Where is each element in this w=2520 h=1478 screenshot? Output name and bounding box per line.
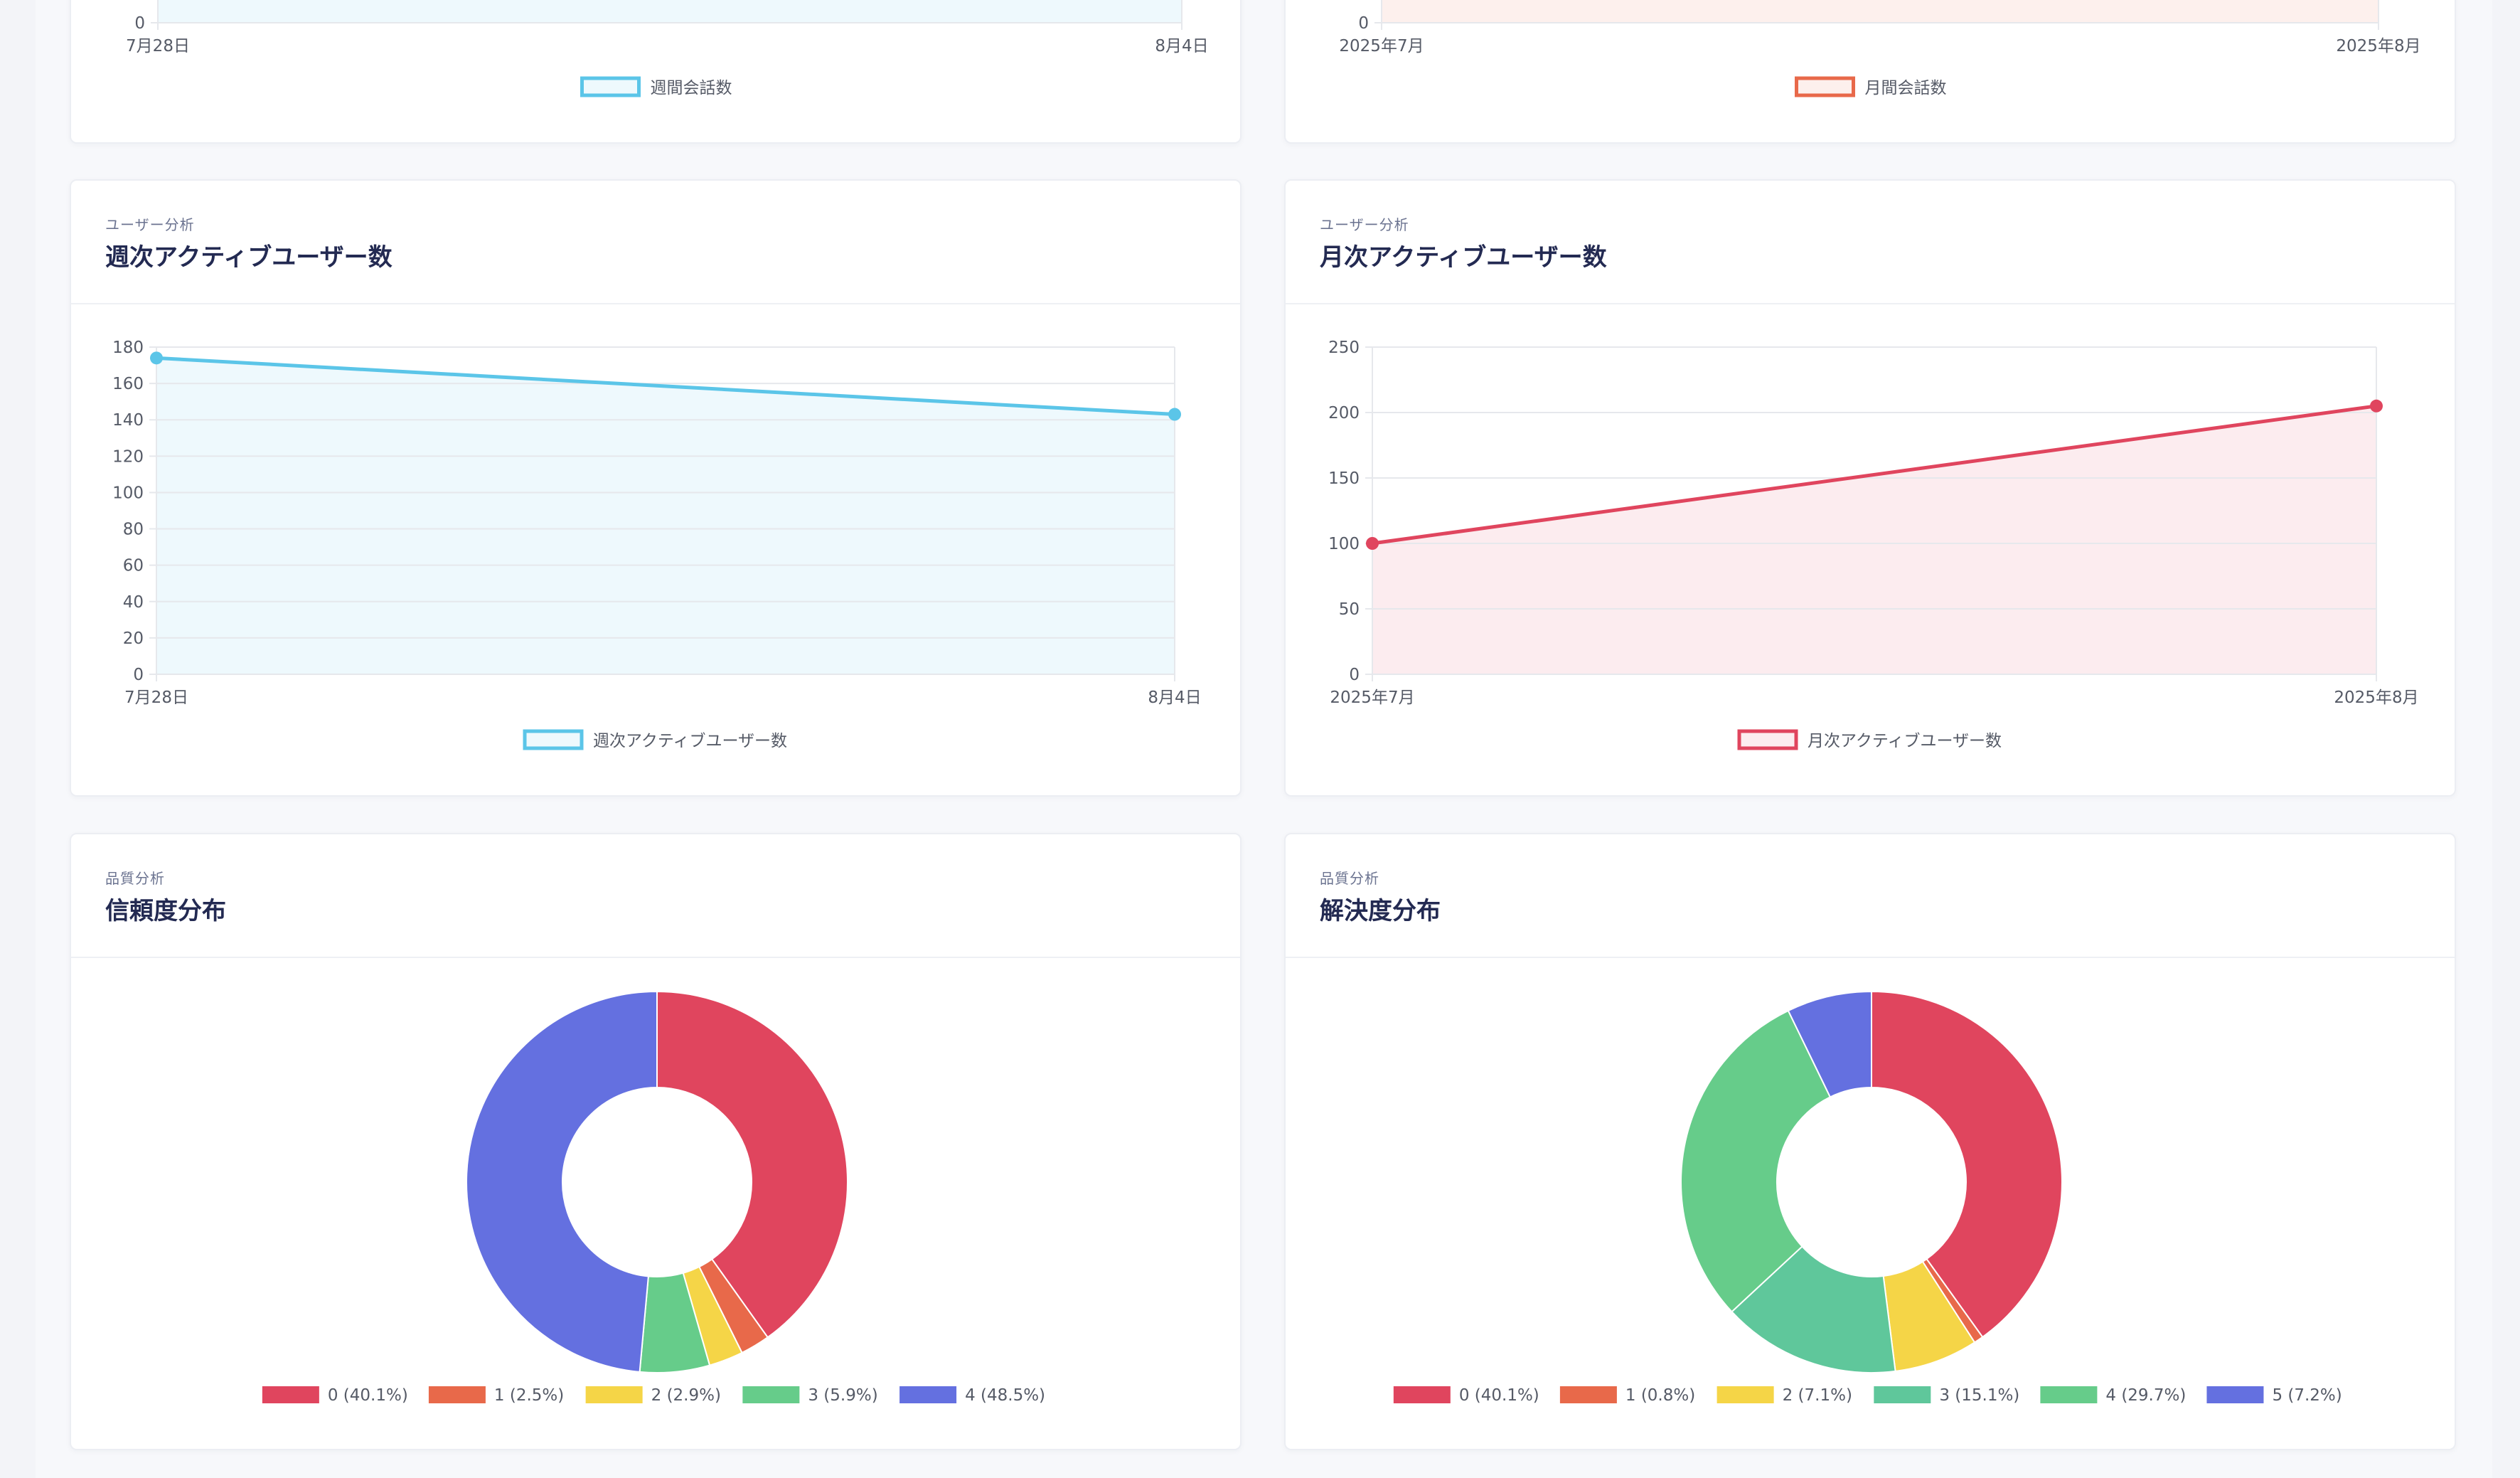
pie-slice <box>1731 1245 1896 1373</box>
legend-swatch <box>1559 1386 1617 1403</box>
legend-label: 週次アクティブユーザー数 <box>593 732 787 750</box>
y-tick-label: 40 <box>123 593 144 612</box>
series-area <box>156 358 1175 674</box>
y-tick-label: 140 <box>112 411 144 430</box>
legend-swatch <box>428 1386 486 1403</box>
legend-label: 1 (0.8%) <box>1625 1386 1695 1405</box>
legend-swatch <box>585 1386 643 1403</box>
resolution-distribution-chart: 0 (40.1%) 1 (0.8%) 2 (7.1%) 3 (15.1%) 4 (29.… <box>1393 990 2342 1405</box>
series-line <box>1372 404 2377 546</box>
y-tick-label: 180 <box>112 339 144 357</box>
y-tick-label: 50 <box>1339 600 1360 619</box>
card-title: 信頼度分布 <box>105 897 226 925</box>
y-tick-label: 20 <box>123 629 144 648</box>
legend-swatch <box>1795 76 1855 97</box>
confidence-distribution-card: 品質分析 信頼度分布 0 (40.1%) 1 (2.5%) 2 (2.9%) 3 (5… <box>70 833 1242 1450</box>
legend-label: 月間会話数 <box>1865 79 1947 97</box>
card-header: 品質分析 信頼度分布 <box>71 834 1240 958</box>
x-tick-label: 2025年7月 <box>1339 37 1424 55</box>
series-area <box>1382 0 2378 23</box>
data-point <box>150 351 163 365</box>
y-tick-label: 100 <box>1328 535 1360 553</box>
pie-slice <box>466 990 658 1373</box>
card-title: 月次アクティブユーザー数 <box>1320 243 1607 272</box>
legend-swatch <box>1737 729 1798 750</box>
legend-label: 0 (40.1%) <box>1459 1386 1539 1405</box>
card-header: 品質分析 解決度分布 <box>1286 834 2455 958</box>
confidence-distribution-chart: 0 (40.1%) 1 (2.5%) 2 (2.9%) 3 (5.9%) 4 (48.5… <box>262 990 1045 1405</box>
monthly-active-users-card: ユーザー分析 月次アクティブユーザー数 0 50 100 150 200 250 2025年… <box>1284 179 2456 797</box>
x-tick-label: 2025年8月 <box>2334 689 2418 707</box>
legend-swatch <box>899 1386 957 1403</box>
y-tick-label: 200 <box>1328 404 1360 422</box>
card-header: ユーザー分析 月次アクティブユーザー数 <box>1286 181 2455 304</box>
legend-label: 2 (7.1%) <box>1783 1386 1852 1405</box>
y-tick-label: 100 <box>112 484 144 502</box>
weekly-active-users-chart: 0 20 40 60 80 100 120 140 160 180 7月28日 8月4日週次アクティブ… <box>112 339 1202 750</box>
y-tick-label: 0 <box>1358 14 1369 33</box>
legend-label: 2 (2.9%) <box>651 1386 721 1405</box>
card-subtitle: ユーザー分析 <box>105 216 195 233</box>
y-tick-label: 80 <box>123 521 144 539</box>
x-tick-label: 7月28日 <box>124 689 188 707</box>
pie-slice <box>1680 1009 1832 1313</box>
legend-label: 5 (7.2%) <box>2272 1386 2342 1405</box>
y-tick-label: 120 <box>112 447 144 466</box>
legend-label: 4 (48.5%) <box>965 1386 1045 1405</box>
series-area <box>158 0 1182 23</box>
legend-label: 4 (29.7%) <box>2105 1386 2186 1405</box>
legend-label: 3 (5.9%) <box>808 1386 877 1405</box>
y-tick-label: 250 <box>1328 339 1360 357</box>
series-area <box>1372 405 2376 674</box>
weekly-conversations-card: 0 7月28日 8月4日週間会話数 <box>70 0 1242 144</box>
y-tick-label: 160 <box>112 375 144 393</box>
y-tick-label: 150 <box>1328 469 1360 488</box>
card-subtitle: 品質分析 <box>105 870 165 887</box>
x-tick-label: 2025年7月 <box>1330 689 1414 707</box>
resolution-distribution-card: 品質分析 解決度分布 0 (40.1%) 1 (0.8%) 2 (7.1%) 3 (1… <box>1284 833 2456 1450</box>
legend-swatch <box>262 1386 319 1403</box>
legend-label: 0 (40.1%) <box>328 1386 408 1405</box>
card-subtitle: 品質分析 <box>1320 870 1379 887</box>
legend-swatch <box>1874 1386 1931 1403</box>
card-header: ユーザー分析 週次アクティブユーザー数 <box>71 181 1240 304</box>
legend-label: 月次アクティブユーザー数 <box>1808 732 2002 750</box>
card-subtitle: ユーザー分析 <box>1320 216 1409 233</box>
data-point <box>1366 537 1379 550</box>
monthly-conversations-card: 0 2025年7月 2025年8月月間会話数 <box>1284 0 2456 144</box>
legend-swatch <box>523 729 584 750</box>
weekly-active-users-card: ユーザー分析 週次アクティブユーザー数 0 20 40 60 80 100 120 140 16… <box>70 179 1242 797</box>
legend-swatch <box>580 76 641 97</box>
x-tick-label: 2025年8月 <box>2336 37 2420 55</box>
pie-slice <box>656 990 848 1339</box>
legend-swatch <box>2206 1386 2264 1403</box>
legend-swatch <box>1717 1386 1774 1403</box>
x-tick-label: 8月4日 <box>1148 689 1201 707</box>
monthly-active-users-chart: 0 50 100 150 200 250 2025年7月 2025年8月月次アクティブユーザー… <box>1328 339 2418 750</box>
legend-swatch <box>2040 1386 2098 1403</box>
x-tick-label: 8月4日 <box>1155 37 1208 55</box>
card-title: 週次アクティブユーザー数 <box>105 243 393 272</box>
data-point <box>2370 399 2383 413</box>
legend-swatch <box>1393 1386 1451 1403</box>
pie-slice <box>1787 990 1872 1098</box>
data-point <box>1168 408 1181 421</box>
legend-label: 1 (2.5%) <box>494 1386 564 1405</box>
y-tick-label: 0 <box>134 14 145 33</box>
pie-slice <box>1871 990 2063 1339</box>
y-tick-label: 0 <box>1349 666 1360 684</box>
legend-label: 3 (15.1%) <box>1939 1386 2019 1405</box>
series-line <box>156 356 1175 417</box>
legend-label: 週間会話数 <box>651 79 732 97</box>
x-tick-label: 7月28日 <box>126 37 190 55</box>
y-tick-label: 0 <box>133 666 144 684</box>
y-tick-label: 60 <box>123 557 144 575</box>
legend-swatch <box>742 1386 800 1403</box>
card-title: 解決度分布 <box>1320 897 1441 925</box>
